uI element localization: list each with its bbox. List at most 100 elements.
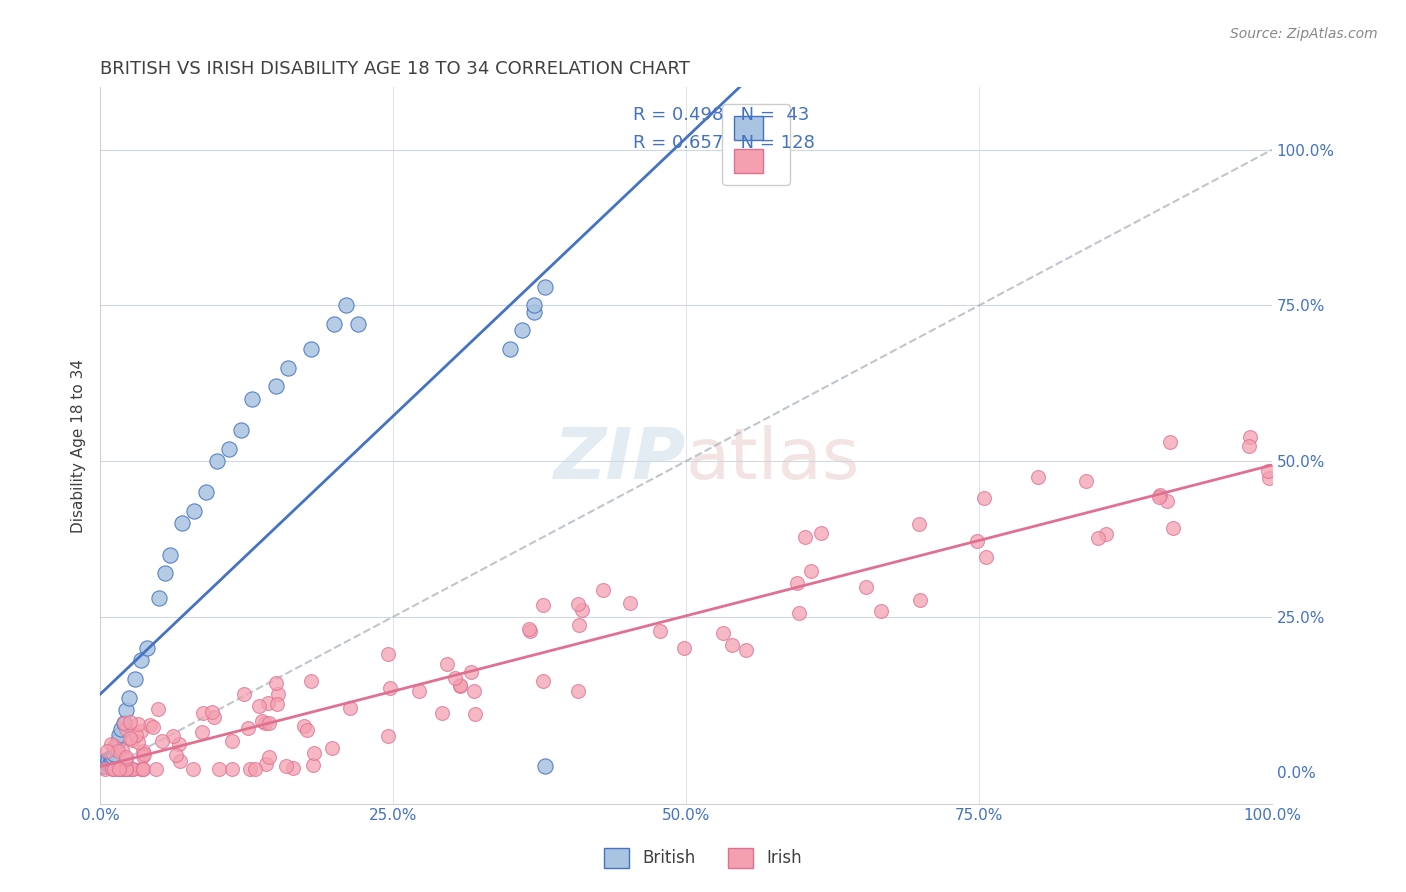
- Point: [869, 604, 891, 618]
- Legend: British, Irish: British, Irish: [598, 841, 808, 875]
- Point: [125, 728, 148, 742]
- Point: [523, 298, 546, 312]
- Point: [150, 734, 173, 748]
- Point: [592, 583, 614, 598]
- Point: [377, 648, 399, 662]
- Text: ZIP: ZIP: [554, 425, 686, 494]
- Point: [115, 763, 138, 777]
- Point: [101, 753, 124, 767]
- Point: [910, 592, 932, 607]
- Point: [1156, 494, 1178, 508]
- Point: [239, 763, 262, 777]
- Point: [1258, 470, 1281, 484]
- Point: [794, 529, 817, 543]
- Point: [110, 763, 132, 777]
- Point: [568, 618, 591, 632]
- Point: [673, 641, 696, 656]
- Point: [449, 678, 471, 692]
- Point: [436, 657, 458, 672]
- Point: [132, 763, 155, 777]
- Point: [132, 749, 155, 764]
- Point: [93, 756, 115, 771]
- Y-axis label: Disability Age 18 to 34: Disability Age 18 to 34: [72, 359, 86, 533]
- Point: [121, 763, 143, 777]
- Point: [190, 725, 212, 739]
- Point: [323, 317, 346, 331]
- Point: [145, 763, 167, 777]
- Point: [96, 756, 118, 771]
- Text: BRITISH VS IRISH DISABILITY AGE 18 TO 34 CORRELATION CHART: BRITISH VS IRISH DISABILITY AGE 18 TO 34…: [100, 60, 690, 78]
- Point: [115, 763, 138, 777]
- Point: [129, 723, 152, 738]
- Text: atlas: atlas: [686, 425, 860, 494]
- Point: [907, 517, 929, 532]
- Point: [148, 591, 170, 606]
- Point: [295, 723, 318, 737]
- Point: [464, 706, 486, 721]
- Point: [1026, 470, 1049, 484]
- Point: [103, 763, 125, 777]
- Text: R = 0.498   N =  43: R = 0.498 N = 43: [633, 106, 810, 124]
- Point: [112, 763, 135, 777]
- Point: [132, 763, 155, 777]
- Point: [523, 304, 546, 318]
- Point: [1149, 490, 1171, 504]
- Point: [250, 714, 273, 729]
- Point: [510, 323, 533, 337]
- Point: [735, 643, 758, 657]
- Point: [104, 740, 127, 755]
- Point: [304, 746, 326, 760]
- Point: [533, 599, 555, 613]
- Point: [91, 759, 114, 773]
- Point: [335, 298, 357, 312]
- Point: [274, 759, 297, 773]
- Point: [172, 516, 194, 531]
- Point: [1076, 474, 1098, 488]
- Point: [444, 671, 467, 685]
- Point: [221, 733, 243, 747]
- Point: [347, 317, 370, 331]
- Point: [204, 710, 226, 724]
- Legend: , : ,: [723, 104, 790, 185]
- Point: [94, 753, 117, 767]
- Point: [132, 747, 155, 761]
- Point: [115, 703, 138, 717]
- Text: R = 0.657   N = 128: R = 0.657 N = 128: [633, 135, 815, 153]
- Point: [94, 759, 117, 773]
- Point: [519, 624, 541, 639]
- Point: [108, 763, 131, 777]
- Point: [153, 566, 176, 581]
- Point: [855, 581, 877, 595]
- Point: [1087, 531, 1109, 545]
- Point: [208, 763, 231, 777]
- Point: [139, 718, 162, 732]
- Point: [112, 715, 135, 730]
- Point: [299, 342, 322, 356]
- Point: [114, 750, 136, 764]
- Point: [111, 743, 134, 757]
- Point: [101, 763, 124, 777]
- Point: [1149, 488, 1171, 502]
- Point: [1257, 464, 1279, 478]
- Point: [114, 723, 136, 737]
- Point: [377, 729, 399, 743]
- Point: [256, 757, 278, 772]
- Point: [165, 748, 187, 763]
- Point: [124, 672, 146, 686]
- Point: [114, 752, 136, 766]
- Point: [531, 674, 554, 689]
- Point: [430, 706, 453, 721]
- Point: [519, 622, 541, 636]
- Point: [534, 279, 557, 293]
- Point: [194, 485, 217, 500]
- Point: [100, 737, 122, 751]
- Point: [229, 423, 252, 437]
- Point: [93, 763, 115, 777]
- Point: [181, 763, 204, 777]
- Point: [122, 763, 145, 777]
- Point: [108, 763, 131, 777]
- Point: [264, 379, 287, 393]
- Point: [201, 705, 224, 719]
- Point: [103, 747, 125, 761]
- Point: [571, 603, 593, 617]
